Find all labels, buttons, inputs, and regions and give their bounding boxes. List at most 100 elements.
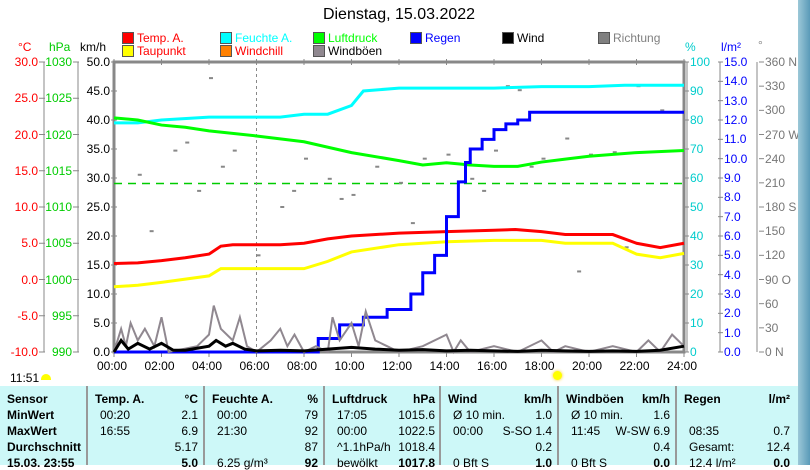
table-cell: 00:00 xyxy=(217,408,248,422)
table-cell: hPa xyxy=(412,392,435,406)
tick-label: 25.0 xyxy=(86,200,110,214)
tick-label: 10.0 xyxy=(14,200,38,214)
x-tick-label: 14:00 xyxy=(429,359,460,373)
table-cell: 1018.4 xyxy=(398,440,435,454)
tick-label: 4.0 xyxy=(724,267,741,282)
direction-point xyxy=(565,137,570,140)
direction-point xyxy=(375,165,380,168)
legend-label: Feuchte A. xyxy=(235,31,293,45)
temp-unit: °C xyxy=(18,40,32,54)
table-cell: 1.0 xyxy=(535,456,552,470)
column-divider xyxy=(557,386,559,465)
direction-point xyxy=(494,149,498,152)
table-cell: Ø 10 min. xyxy=(453,408,506,422)
x-tick-label: 04:00 xyxy=(192,359,223,373)
direction-point xyxy=(399,181,403,184)
tick-label: 995 xyxy=(51,308,72,323)
tick-label: 15.0 xyxy=(724,55,748,69)
legend-swatch xyxy=(598,32,610,44)
tick-label: 20.0 xyxy=(86,229,110,243)
direction-point xyxy=(339,197,344,200)
weather-chart xyxy=(39,59,764,357)
table-cell: °C xyxy=(184,392,198,406)
table-cell: 1017.8 xyxy=(398,456,435,470)
legend-swatch xyxy=(410,32,422,44)
current-time: 11:51 xyxy=(10,371,40,385)
pressure-unit: hPa xyxy=(49,40,71,54)
rain-unit: l/m² xyxy=(721,40,741,54)
tick-label: 330 xyxy=(765,79,786,94)
tick-label: 60 xyxy=(765,296,779,311)
direction-point xyxy=(209,77,213,80)
direction-point xyxy=(660,109,665,112)
table-cell: 0.2 xyxy=(535,440,552,454)
tick-label: 1000 xyxy=(45,272,72,287)
table-cell: km/h xyxy=(523,392,552,406)
tick-label: 10 xyxy=(690,316,704,330)
legend-item: Luftdruck xyxy=(313,31,377,45)
table-cell: Wind xyxy=(448,392,478,406)
direction-point xyxy=(304,157,308,160)
table-cell: MinWert xyxy=(7,408,55,422)
cloud-weather-icon xyxy=(41,374,51,380)
table-cell: 6.25 g/m³ xyxy=(217,456,268,470)
tick-label: 14.0 xyxy=(724,74,748,89)
tick-label: 30.0 xyxy=(86,171,110,185)
direction-point xyxy=(410,222,415,225)
legend-label: Regen xyxy=(425,31,461,45)
tick-label: 45.0 xyxy=(86,84,110,98)
direction-point xyxy=(173,149,178,152)
tick-label: 0.0 xyxy=(724,345,741,359)
direction-point xyxy=(529,165,534,168)
table-cell: MaxWert xyxy=(7,424,57,438)
table-cell: Windböen xyxy=(566,392,624,406)
table-cell: 1.0 xyxy=(535,408,552,422)
series-tempa xyxy=(113,227,685,266)
tick-label: 10.0 xyxy=(86,287,110,301)
direction-point xyxy=(327,177,332,180)
table-cell: Feuchte A. xyxy=(212,392,273,406)
legend-item: Wind xyxy=(502,31,544,45)
table-cell: 00:00 xyxy=(337,424,368,438)
tick-label: 120 xyxy=(765,248,786,263)
table-cell: 5.0 xyxy=(181,456,198,470)
tick-label: 1010 xyxy=(45,200,72,214)
table-cell: 17:05 xyxy=(337,408,368,422)
tick-label: 0.0 xyxy=(93,345,110,359)
tick-label: 1025 xyxy=(45,91,72,106)
legend-label: Wind xyxy=(517,31,545,45)
direction-point xyxy=(624,246,629,249)
table-cell: 15.03. 23:55 xyxy=(7,456,75,470)
tick-label: 5.0 xyxy=(21,236,38,251)
legend-label: Windböen xyxy=(328,44,383,58)
direction-unit: ° xyxy=(758,38,763,52)
column-divider xyxy=(323,386,325,465)
x-tick-label: 24:00 xyxy=(667,359,698,373)
x-tick-label: 02:00 xyxy=(144,359,175,373)
x-tick-label: 08:00 xyxy=(287,359,318,373)
tick-label: 180 S xyxy=(765,200,797,214)
legend-swatch xyxy=(122,45,134,57)
tick-label: 0.0 xyxy=(21,272,38,287)
direction-point xyxy=(470,177,475,180)
tick-label: 270 W xyxy=(765,127,800,142)
tick-label: 13.0 xyxy=(724,93,748,108)
x-tick-label: 12:00 xyxy=(382,359,413,373)
direction-point xyxy=(351,193,356,196)
table-cell: 00:00 xyxy=(453,424,484,438)
chart-title: Dienstag, 15.03.2022 xyxy=(322,6,476,23)
table-cell: Durchschnitt xyxy=(7,440,82,454)
legend-label: Luftdruck xyxy=(328,31,378,45)
table-cell: bewölkt xyxy=(337,456,378,470)
tick-label: 1.0 xyxy=(724,325,741,340)
legend-swatch xyxy=(313,45,325,57)
tick-label: 5.0 xyxy=(724,248,741,263)
table-cell: 1.6 xyxy=(653,408,670,422)
tick-label: 90 O xyxy=(765,272,792,287)
tick-label: 0 xyxy=(690,345,697,359)
legend-item: Windböen xyxy=(313,44,382,58)
tick-label: 360 N xyxy=(765,55,798,69)
wind-unit: km/h xyxy=(80,40,107,54)
tick-label: 12.0 xyxy=(724,113,748,127)
direction-point xyxy=(505,85,510,88)
